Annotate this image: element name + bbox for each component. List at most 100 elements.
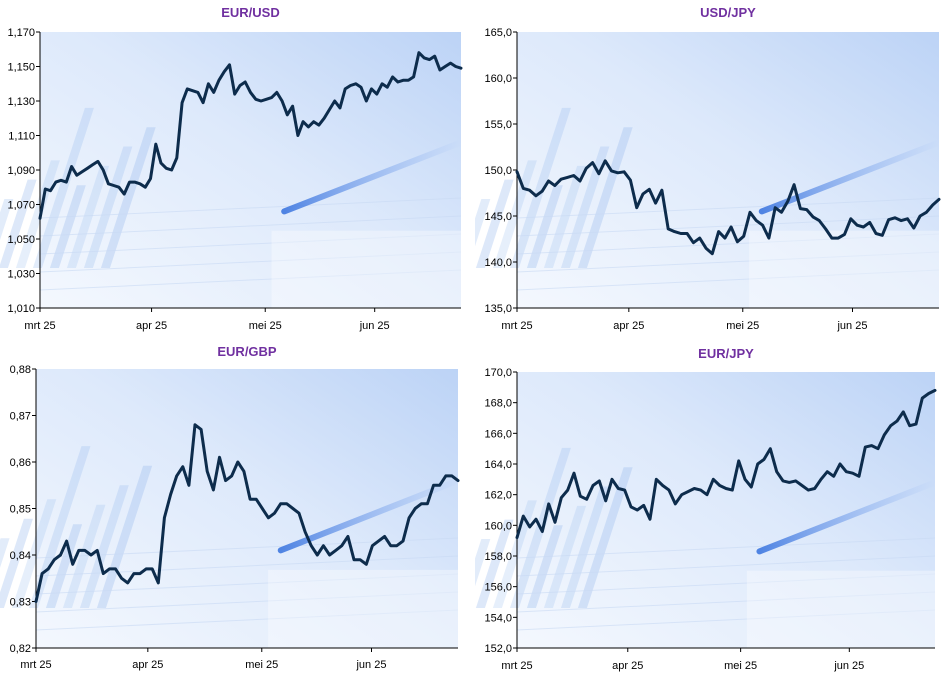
eurgbp-chart-svg: EUR/GBP 0,82 0,83 0,84 0,85 0,86 0,87 0,88 mrt 2… bbox=[0, 344, 461, 671]
background-light-streak bbox=[281, 139, 464, 215]
background-bar-shape bbox=[11, 499, 57, 608]
y-tick-label: 168,0 bbox=[484, 398, 512, 410]
background-grid-line bbox=[35, 591, 459, 613]
y-tick-label: 154,0 bbox=[484, 612, 512, 624]
x-tick-label: mrt 25 bbox=[20, 659, 51, 671]
y-tick-label: 162,0 bbox=[484, 490, 512, 502]
y-tick-label: 150,0 bbox=[484, 165, 512, 177]
background-bar-shape bbox=[28, 446, 91, 609]
y-tick-label: 0,88 bbox=[10, 364, 31, 376]
x-tick-label: apr 25 bbox=[613, 320, 644, 332]
chart-title: EUR/JPY bbox=[698, 346, 754, 361]
series-line bbox=[34, 423, 460, 603]
y-tick-label: 1,090 bbox=[7, 165, 35, 177]
y-tick-label: 0,85 bbox=[10, 504, 31, 516]
background-grid-line bbox=[35, 573, 459, 595]
y-tick-label: 1,070 bbox=[7, 200, 35, 212]
y-tick-label: 1,150 bbox=[7, 62, 35, 74]
eurusd-chart-svg: EUR/USD 1,010 1,030 1,050 1,070 1,090 1,110 1,1… bbox=[0, 5, 464, 332]
x-tick-label: mei 25 bbox=[724, 660, 757, 672]
y-tick-label: 0,86 bbox=[10, 457, 31, 469]
background-bar-shape bbox=[66, 165, 110, 269]
background-grid-line bbox=[516, 555, 936, 577]
usdjpy-chart: USD/JPY 135,0 140,0 145,0 150,0 155,0 160,0 165… bbox=[441, 0, 950, 340]
background-grid-line bbox=[39, 269, 462, 291]
y-tick-label: 170,0 bbox=[484, 367, 512, 379]
y-tick-label: 158,0 bbox=[484, 551, 512, 563]
background-grid-line bbox=[516, 233, 940, 255]
background-bar-shape bbox=[475, 519, 514, 608]
y-tick-label: 165,0 bbox=[484, 27, 512, 39]
y-tick-label: 1,010 bbox=[7, 303, 35, 315]
background-light-streak bbox=[277, 477, 461, 554]
background-bar-shape bbox=[560, 486, 610, 608]
x-tick-label: jun 25 bbox=[836, 320, 867, 332]
background-bar-shape bbox=[0, 199, 14, 268]
y-tick-label: 0,87 bbox=[10, 411, 31, 423]
y-tick-label: 1,170 bbox=[7, 27, 35, 39]
background-bar-shape bbox=[560, 146, 610, 268]
y-tick-label: 135,0 bbox=[484, 303, 512, 315]
x-tick-label: jun 25 bbox=[833, 660, 864, 672]
y-tick-label: 152,0 bbox=[484, 643, 512, 655]
background-grid-line bbox=[516, 537, 936, 559]
eurjpy-chart: EUR/JPY 152,0 154,0 156,0 158,0 160,0 162,0 164… bbox=[441, 340, 950, 691]
background-bar-shape bbox=[83, 146, 133, 268]
y-tick-label: 0,82 bbox=[10, 643, 31, 655]
background-bar-shape bbox=[49, 185, 86, 268]
background-bar-shape bbox=[62, 504, 106, 609]
chart-title: USD/JPY bbox=[700, 5, 756, 20]
background-grid-line bbox=[39, 197, 462, 219]
background-bar-shape bbox=[543, 165, 587, 269]
y-tick-label: 1,050 bbox=[7, 234, 35, 246]
background-grid-line bbox=[39, 215, 462, 237]
background-bar-shape bbox=[15, 160, 60, 268]
background-grid-line bbox=[516, 573, 936, 595]
background-grid-line bbox=[516, 609, 936, 631]
background-bar-shape bbox=[32, 107, 94, 268]
background-glow bbox=[271, 230, 461, 308]
x-tick-label: jun 25 bbox=[359, 320, 390, 332]
background-light-streak bbox=[758, 139, 942, 215]
background-bar-shape bbox=[526, 185, 563, 268]
background-grid-line bbox=[516, 251, 940, 273]
x-tick-label: mrt 25 bbox=[501, 660, 532, 672]
x-tick-label: apr 25 bbox=[136, 320, 167, 332]
eurusd-chart: EUR/USD 1,010 1,030 1,050 1,070 1,090 1,110 1,1… bbox=[0, 0, 470, 340]
background-grid-line bbox=[516, 591, 936, 613]
y-tick-label: 166,0 bbox=[484, 428, 512, 440]
background-bar-shape bbox=[79, 485, 129, 609]
background-bar-shape bbox=[492, 500, 537, 608]
x-tick-label: mei 25 bbox=[249, 320, 282, 332]
y-tick-label: 1,130 bbox=[7, 96, 35, 108]
background-bar-shape bbox=[492, 160, 537, 268]
series-line bbox=[515, 388, 937, 540]
x-tick-label: mrt 25 bbox=[501, 320, 532, 332]
background-bar-shape bbox=[0, 518, 33, 608]
background-grid-line bbox=[39, 251, 462, 273]
y-tick-label: 0,84 bbox=[10, 550, 31, 562]
background-bar-shape bbox=[0, 179, 37, 268]
x-tick-label: mei 25 bbox=[245, 659, 278, 671]
series-line bbox=[515, 159, 941, 256]
x-tick-label: jun 25 bbox=[355, 659, 386, 671]
chart-title: EUR/GBP bbox=[217, 344, 277, 359]
eurjpy-chart-svg: EUR/JPY 152,0 154,0 156,0 158,0 160,0 162,0 164… bbox=[441, 346, 938, 672]
y-tick-label: 1,110 bbox=[8, 131, 35, 143]
background-bar-shape bbox=[543, 505, 587, 609]
background-grid-line bbox=[39, 233, 462, 255]
chart-background-image bbox=[0, 369, 461, 648]
series-line bbox=[38, 51, 463, 220]
y-tick-label: 0,83 bbox=[10, 597, 31, 609]
background-bar-shape bbox=[475, 179, 514, 268]
eurgbp-chart: EUR/GBP 0,82 0,83 0,84 0,85 0,86 0,87 0,88 mrt 2… bbox=[0, 340, 470, 691]
background-bar-shape bbox=[45, 524, 83, 608]
background-glow bbox=[749, 230, 939, 308]
background-grid-line bbox=[516, 269, 940, 291]
usdjpy-chart-svg: USD/JPY 135,0 140,0 145,0 150,0 155,0 160,0 165… bbox=[441, 5, 942, 332]
y-tick-label: 156,0 bbox=[484, 582, 512, 594]
y-tick-label: 140,0 bbox=[484, 257, 512, 269]
chart-background-image bbox=[441, 32, 942, 308]
y-tick-label: 145,0 bbox=[484, 211, 512, 223]
x-tick-label: mrt 25 bbox=[24, 320, 55, 332]
